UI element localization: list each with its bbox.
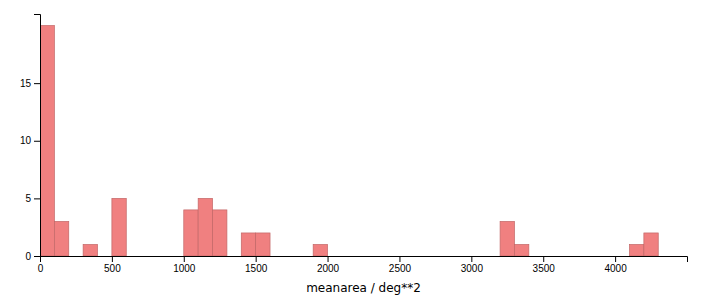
bar [586,256,600,257]
bar [141,256,155,257]
bar [629,244,643,256]
tick: 4000 [604,256,627,274]
bar [500,221,514,256]
bar [69,256,83,257]
axis-line [34,15,41,257]
bar [241,233,255,256]
bar [342,256,356,257]
bar [572,256,586,257]
tick-mark [34,198,40,199]
bar [169,256,183,257]
bar [313,244,327,256]
tick-label: 3500 [533,263,556,274]
tick: 15 [20,78,40,89]
x-axis-title: meanarea / deg**2 [306,281,421,295]
tick-mark [471,256,472,262]
tick-mark [34,141,40,142]
bar [644,233,658,256]
bar [155,256,169,257]
bar [126,256,140,257]
tick-label: 2000 [317,263,340,274]
bar [428,256,442,257]
bar [371,256,385,257]
tick-label: 5 [25,193,31,204]
bar [399,256,413,257]
bar [658,256,672,257]
chart: 0 500 1000 1500 2000 2500 3000 3500 4000 0 5 10 15 me… [0,0,709,302]
bar [543,256,557,257]
bars [40,26,658,256]
tick: 2500 [389,256,412,274]
bar [284,256,298,257]
bar [184,210,198,256]
tick-label: 4000 [604,263,627,274]
bar [40,26,54,256]
tick: 2000 [317,256,340,274]
bar [328,256,342,257]
tick: 500 [104,256,121,274]
bar [213,210,227,256]
y-axis: 0 5 10 15 [20,15,41,262]
tick-mark [615,256,616,262]
bar [529,256,543,257]
bar [356,256,370,257]
bar [486,256,500,257]
tick-mark [256,256,257,262]
bar [98,256,112,257]
bar [414,256,428,257]
plot: 0 500 1000 1500 2000 2500 3000 3500 4000 0 5 10 15 me… [20,15,688,296]
tick-label: 2500 [389,263,412,274]
bar [112,198,126,256]
tick: 3500 [533,256,556,274]
tick: 1500 [245,256,268,274]
tick: 3000 [461,256,484,274]
bar [471,256,485,257]
tick: 0 [25,251,40,262]
bar [227,256,241,257]
x-axis: 0 500 1000 1500 2000 2500 3000 3500 4000 [38,256,688,274]
bar [385,256,399,257]
bar [443,256,457,257]
bar [615,256,629,257]
bar [83,244,97,256]
tick-mark [34,256,40,257]
axis-line [41,257,688,263]
tick-mark [328,256,329,262]
tick-label: 0 [25,251,31,262]
bar [601,256,615,257]
tick-mark [543,256,544,262]
tick-label: 1500 [245,263,268,274]
bar [558,256,572,257]
tick-mark [112,256,113,262]
bar [256,233,270,256]
tick-mark [34,83,40,84]
bar [457,256,471,257]
bar [198,198,212,256]
tick-mark [399,256,400,262]
tick: 0 [38,256,44,274]
bar [270,256,284,257]
tick-label: 15 [20,78,32,89]
bar [54,221,68,256]
bar [299,256,313,257]
tick-mark [184,256,185,262]
tick-label: 0 [38,263,44,274]
tick: 5 [25,193,40,204]
bar [514,244,528,256]
tick-label: 10 [20,135,32,146]
tick: 1000 [173,256,196,274]
tick: 10 [20,135,40,146]
tick-label: 1000 [173,263,196,274]
tick-label: 500 [104,263,121,274]
tick-label: 3000 [461,263,484,274]
